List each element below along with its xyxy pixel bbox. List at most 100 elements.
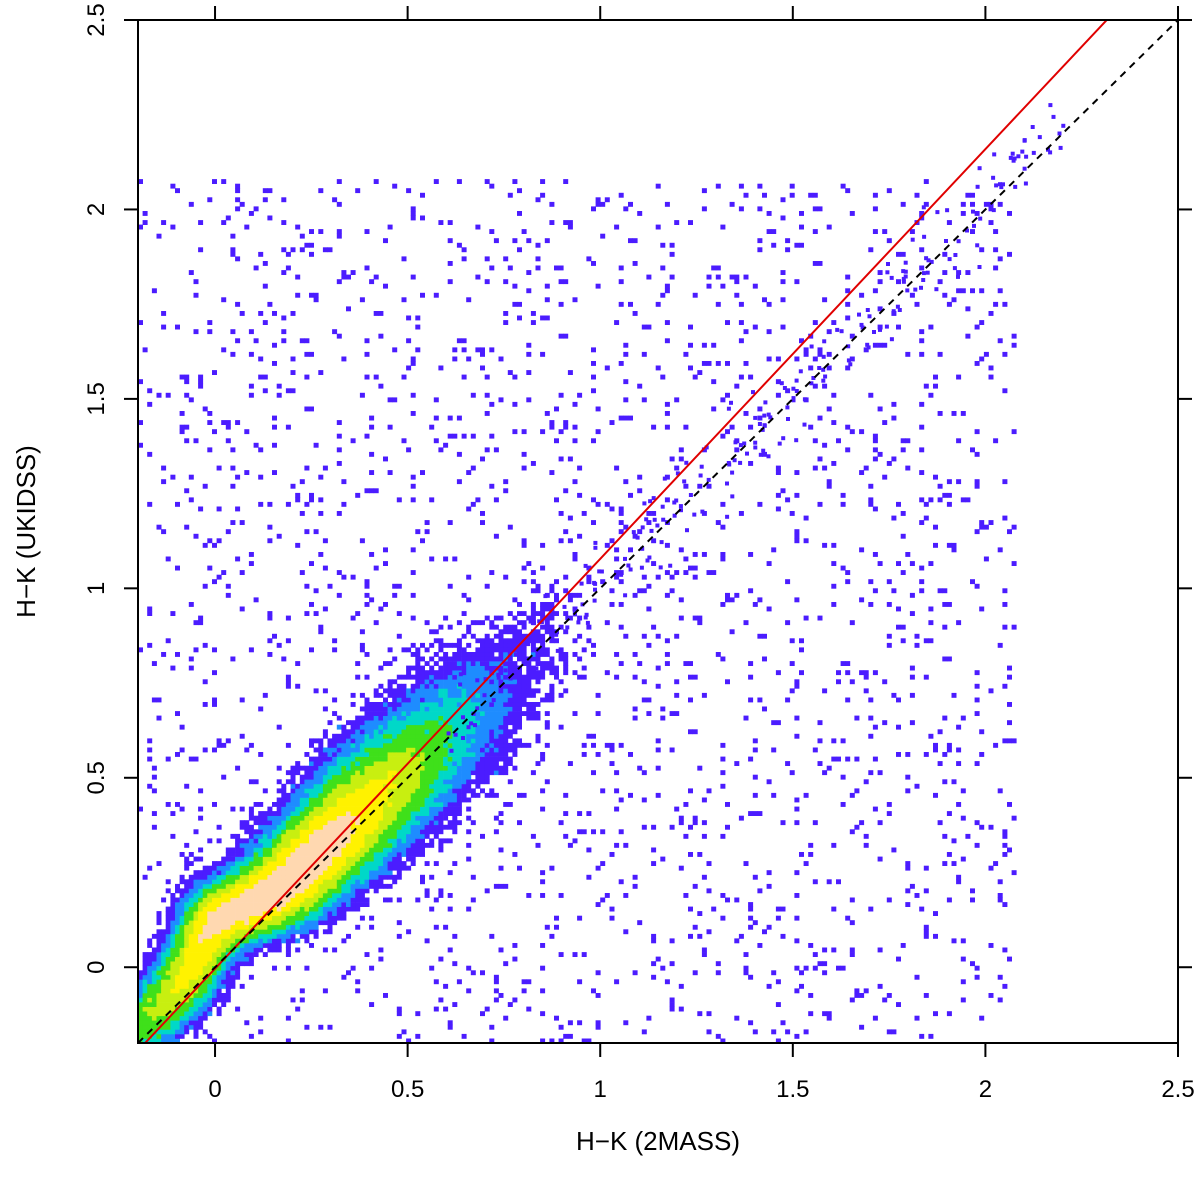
- density-cell: [253, 920, 259, 926]
- density-cell: [757, 238, 763, 244]
- density-cell: [202, 920, 208, 926]
- density-cell: [886, 188, 892, 194]
- density-cell: [387, 788, 393, 794]
- density-cell: [225, 874, 231, 880]
- density-cell: [512, 711, 518, 716]
- density-cell: [138, 974, 143, 980]
- density-cell: [225, 883, 231, 889]
- density-cell: [350, 906, 356, 912]
- density-cell: [332, 770, 338, 776]
- density-cell: [341, 815, 347, 821]
- density-cell: [484, 706, 490, 712]
- density-cell: [563, 652, 569, 657]
- density-cell: [244, 747, 250, 753]
- density-cell: [452, 774, 458, 780]
- density-cell: [919, 338, 925, 344]
- density-cell: [304, 752, 310, 757]
- density-cell: [244, 924, 250, 930]
- density-cell: [549, 629, 555, 635]
- density-cell: [378, 856, 384, 862]
- density-cell: [244, 429, 250, 435]
- density-cell: [960, 497, 966, 503]
- density-cell: [706, 483, 712, 489]
- density-cell: [262, 788, 268, 794]
- density-cell: [239, 952, 245, 957]
- density-cell: [142, 961, 148, 967]
- density-cell: [498, 679, 504, 685]
- density-cell: [840, 738, 846, 744]
- density-cell: [466, 797, 472, 803]
- density-cell: [341, 833, 347, 839]
- density-cell: [410, 774, 416, 780]
- density-cell: [188, 983, 194, 989]
- density-cell: [424, 938, 430, 944]
- density-cell: [415, 720, 421, 726]
- density-cell: [387, 806, 393, 812]
- density-cell: [933, 742, 938, 748]
- density-cell: [383, 861, 388, 866]
- density-cell: [332, 902, 338, 907]
- density-cell: [803, 615, 809, 621]
- density-cell: [438, 688, 444, 694]
- density-cell: [872, 506, 878, 512]
- density-cell: [225, 861, 231, 866]
- density-cell: [151, 1011, 157, 1017]
- density-cell: [285, 811, 291, 816]
- density-cell: [591, 733, 596, 739]
- density-cell: [466, 829, 472, 835]
- density-cell: [420, 852, 425, 857]
- density-cell: [207, 943, 213, 948]
- density-cell: [239, 961, 245, 967]
- density-cell: [235, 188, 241, 194]
- density-cell: [415, 729, 421, 735]
- density-cell: [313, 833, 319, 839]
- density-cell: [480, 638, 485, 644]
- density-cell: [304, 1024, 310, 1030]
- density-cell: [276, 888, 282, 894]
- density-cell: [313, 847, 319, 853]
- density-cell: [332, 833, 338, 839]
- density-cell: [452, 556, 458, 562]
- density-cell: [198, 965, 204, 971]
- density-cell: [420, 842, 425, 848]
- density-cell: [914, 642, 920, 648]
- density-cell: [711, 265, 717, 271]
- density-cell: [535, 242, 541, 248]
- density-cell: [845, 365, 851, 371]
- density-cell: [697, 852, 703, 857]
- density-cell: [896, 752, 901, 757]
- density-cell: [156, 915, 162, 921]
- density-cell: [322, 893, 328, 898]
- density-cell: [725, 392, 730, 398]
- density-cell: [863, 988, 869, 994]
- density-cell: [318, 497, 324, 503]
- density-cell: [175, 983, 180, 989]
- density-cell: [318, 624, 324, 630]
- density-cell: [618, 265, 624, 271]
- density-cell: [244, 902, 250, 907]
- density-cell: [304, 788, 310, 794]
- density-cell: [258, 374, 264, 380]
- density-cell: [313, 920, 319, 926]
- density-cell: [711, 342, 717, 348]
- density-cell: [544, 665, 550, 671]
- density-cell: [743, 361, 749, 366]
- density-cell: [877, 451, 883, 457]
- density-cell: [443, 615, 449, 621]
- density-cell: [595, 501, 601, 507]
- density-cell: [267, 842, 273, 848]
- density-cell: [960, 997, 966, 1003]
- density-cell: [304, 802, 310, 807]
- density-cell: [346, 752, 351, 757]
- density-cell: [202, 956, 208, 962]
- density-cell: [493, 447, 499, 453]
- density-cell: [161, 1024, 167, 1030]
- density-cell: [836, 965, 841, 971]
- density-cell: [933, 374, 938, 380]
- density-cell: [147, 738, 153, 744]
- density-cell: [383, 765, 388, 771]
- density-cell: [198, 506, 204, 512]
- density-cell: [512, 179, 518, 184]
- density-cell: [429, 688, 435, 694]
- density-cell: [415, 670, 421, 676]
